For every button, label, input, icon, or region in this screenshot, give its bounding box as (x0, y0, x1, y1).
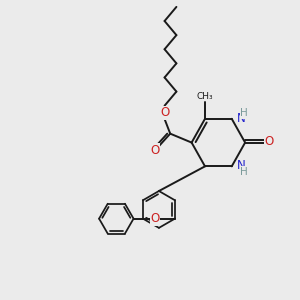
Text: CH₃: CH₃ (197, 92, 213, 101)
Text: O: O (264, 135, 273, 148)
Text: N: N (237, 112, 246, 125)
Text: O: O (150, 212, 159, 225)
Text: N: N (237, 159, 246, 172)
Text: H: H (240, 108, 248, 118)
Text: O: O (160, 106, 169, 119)
Text: O: O (150, 144, 159, 157)
Text: H: H (240, 167, 248, 177)
